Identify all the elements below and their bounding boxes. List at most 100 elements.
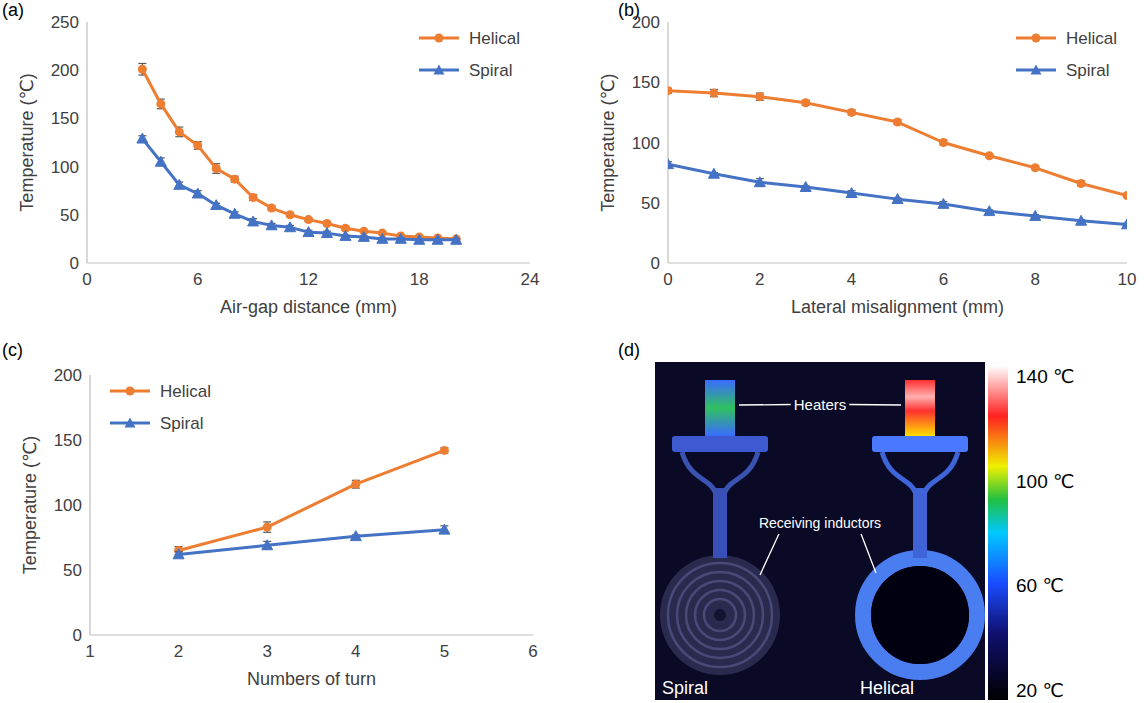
x-axis-title: Numbers of turn	[247, 669, 376, 689]
error-bar	[352, 480, 360, 488]
marker	[754, 177, 765, 187]
marker	[304, 215, 313, 224]
x-tick-label: 18	[410, 270, 429, 289]
annotations: HeatersReceiving inductorsSpiralHelical	[662, 396, 914, 698]
spiral-turn	[686, 581, 754, 649]
y-tick-label: 100	[632, 134, 660, 153]
marker	[266, 220, 277, 230]
marker	[230, 175, 239, 184]
marker	[174, 179, 185, 189]
series-line	[668, 164, 1127, 224]
marker	[377, 233, 388, 243]
x-tick-label: 2	[755, 270, 764, 289]
spiral-disc	[660, 555, 780, 675]
y-tick-label: 150	[632, 73, 660, 92]
marker	[193, 141, 202, 150]
heater-base	[872, 436, 968, 452]
marker	[985, 151, 994, 160]
x-tick-label: 10	[1118, 270, 1137, 289]
marker	[286, 210, 295, 219]
x-axis	[87, 262, 530, 263]
x-tick-label: 4	[847, 270, 856, 289]
stem	[913, 488, 927, 558]
legend-label: Spiral	[1066, 61, 1109, 80]
x-tick-label: 12	[299, 270, 318, 289]
marker	[451, 234, 462, 244]
stem	[713, 488, 727, 558]
marker	[262, 540, 273, 550]
series-line	[668, 91, 1127, 196]
legend-marker	[1030, 65, 1041, 75]
x-axis-title: Lateral misalignment (mm)	[791, 297, 1004, 317]
error-bar	[212, 164, 220, 174]
marker	[800, 182, 811, 192]
series-line	[142, 69, 456, 239]
x-tick-label: 0	[82, 270, 91, 289]
x-tick-label: 6	[528, 642, 537, 661]
y-tick-label: 200	[54, 366, 82, 385]
y-axis	[667, 22, 668, 263]
marker	[321, 228, 332, 238]
marker	[755, 92, 764, 101]
marker	[211, 200, 222, 210]
marker	[938, 198, 949, 208]
marker	[708, 168, 719, 178]
panel: (b)0246810050100150200Lateral misalignme…	[598, 0, 1136, 317]
marker	[439, 524, 450, 534]
legend-label: Helical	[160, 382, 211, 401]
colorbar-label: 60 ℃	[1016, 575, 1064, 596]
arrow	[760, 534, 779, 575]
panel-label: (d)	[618, 340, 640, 360]
error-bar	[157, 99, 165, 109]
marker	[1077, 179, 1086, 188]
marker	[847, 108, 856, 117]
marker	[285, 222, 296, 232]
marker	[340, 231, 351, 241]
figure: (a)06121824050100150200250Air-gap distan…	[0, 0, 1144, 703]
spiral-turn	[677, 572, 763, 658]
marker	[892, 194, 903, 204]
y-tick-label: 100	[54, 496, 82, 515]
plot-area	[173, 446, 450, 559]
x-axis-title: Air-gap distance (mm)	[220, 297, 397, 317]
panel: (c)123456050100150200Numbers of turnTemp…	[2, 340, 538, 689]
marker	[668, 159, 674, 169]
y-tick-label: 50	[60, 206, 79, 225]
error-cap	[138, 63, 146, 64]
legend-marker	[434, 34, 443, 43]
marker	[267, 204, 276, 213]
y-tick-label: 200	[51, 61, 79, 80]
error-cap	[263, 532, 271, 533]
y-tick-label: 150	[51, 109, 79, 128]
marker	[1031, 163, 1040, 172]
legend: Helical Spiral	[110, 382, 211, 433]
y-axis	[86, 22, 87, 263]
x-tick-label: 3	[262, 642, 271, 661]
y-tick-label: 150	[54, 431, 82, 450]
helical-hole	[871, 566, 969, 664]
marker	[1076, 215, 1087, 225]
colorbar-label: 140 ℃	[1016, 366, 1074, 387]
y-tick-label: 50	[63, 561, 82, 580]
colorbar-label: 100 ℃	[1016, 471, 1074, 492]
marker	[1030, 211, 1041, 221]
y-tick-label: 250	[51, 13, 79, 32]
heater	[905, 380, 935, 436]
marker	[351, 480, 360, 489]
x-tick-label: 0	[663, 270, 672, 289]
legend-label: Spiral	[160, 414, 203, 433]
marker	[395, 233, 406, 243]
legend-marker	[1031, 34, 1040, 43]
marker	[668, 86, 673, 95]
y-tick-label: 0	[70, 254, 79, 273]
y-tick-label: 0	[73, 626, 82, 645]
series-line	[179, 530, 445, 555]
x-tick-label: 24	[521, 270, 540, 289]
marker	[138, 65, 147, 74]
heater-base	[672, 436, 768, 452]
marker	[229, 208, 240, 218]
error-bar	[194, 142, 202, 150]
marker	[303, 227, 314, 237]
y-tick-label: 200	[632, 13, 660, 32]
legend-label: Helical	[1066, 29, 1117, 48]
